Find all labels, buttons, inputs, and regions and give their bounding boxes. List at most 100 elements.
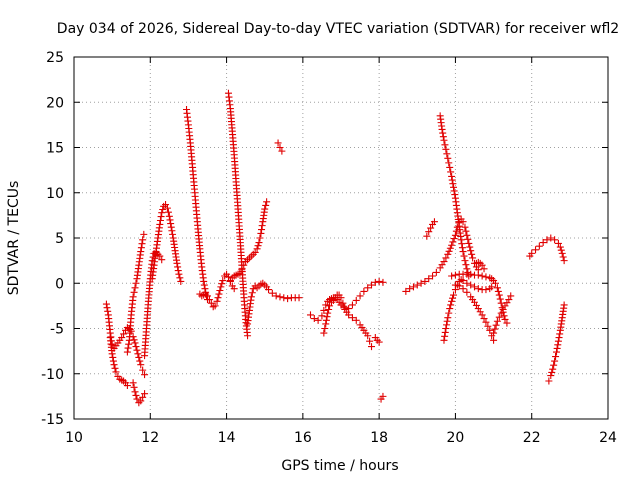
- data-point: [268, 289, 276, 297]
- data-point: [486, 326, 494, 334]
- data-point: [118, 334, 126, 342]
- data-point: [167, 223, 175, 231]
- y-tick-labels: -15 -10 -5 0 5 10 15 20 25: [41, 50, 64, 428]
- data-point: [449, 180, 457, 188]
- data-point: [337, 294, 345, 302]
- data-point: [360, 287, 368, 295]
- data-point: [137, 248, 145, 256]
- data-point: [200, 277, 208, 285]
- data-point: [120, 330, 128, 338]
- data-point: [556, 243, 564, 251]
- data-point: [238, 266, 246, 274]
- data-point: [256, 234, 264, 242]
- data-point: [207, 299, 215, 307]
- x-tick-label: 24: [599, 430, 617, 446]
- data-point: [432, 268, 440, 276]
- data-point: [132, 279, 140, 287]
- data-point: [448, 172, 456, 180]
- x-tick-label: 16: [294, 430, 312, 446]
- data-point: [440, 136, 448, 144]
- data-point: [103, 304, 111, 312]
- data-point: [547, 234, 555, 242]
- series-arc12: [274, 139, 286, 155]
- y-tick-label: -10: [41, 367, 64, 383]
- data-point: [474, 271, 482, 279]
- data-point: [321, 325, 329, 332]
- data-point: [551, 357, 559, 365]
- data-point: [352, 316, 360, 324]
- data-point: [560, 301, 568, 309]
- data-point: [204, 292, 211, 300]
- y-axis-label: SDTVAR / TECUs: [6, 181, 22, 296]
- data-point: [280, 294, 288, 302]
- data-point: [438, 125, 446, 133]
- data-point: [295, 294, 303, 302]
- data-point: [102, 300, 110, 308]
- data-point: [276, 144, 284, 151]
- data-point: [310, 315, 318, 323]
- data-point: [450, 183, 458, 191]
- data-point: [439, 133, 447, 141]
- data-point: [448, 272, 456, 280]
- data-point: [474, 285, 482, 293]
- data-point: [166, 216, 174, 224]
- data-point: [560, 257, 568, 265]
- series-arc4: [129, 379, 149, 407]
- series-arc9: [224, 89, 252, 340]
- chart-title: Day 034 of 2026, Sidereal Day-to-day VTE…: [57, 21, 619, 37]
- data-point: [136, 357, 144, 365]
- data-point: [109, 357, 117, 365]
- data-point: [459, 285, 467, 293]
- data-point: [471, 283, 478, 291]
- data-point: [141, 371, 149, 379]
- data-point: [157, 213, 165, 221]
- series-arc19: [423, 218, 438, 240]
- data-point: [124, 344, 132, 352]
- data-point: [549, 365, 557, 373]
- data-point: [219, 277, 227, 285]
- data-point: [244, 332, 252, 340]
- data-point: [552, 353, 560, 361]
- data-point: [402, 287, 410, 295]
- data-point: [505, 296, 513, 304]
- data-point: [159, 205, 167, 213]
- data-point: [139, 393, 147, 401]
- data-point: [134, 350, 142, 358]
- data-point: [168, 227, 176, 235]
- data-point: [450, 187, 458, 195]
- data-point: [356, 292, 364, 300]
- data-point: [138, 240, 146, 248]
- x-tick-label: 18: [370, 430, 388, 446]
- data-point: [450, 291, 458, 299]
- data-point: [528, 249, 536, 257]
- data-point: [478, 272, 486, 280]
- data-point: [211, 302, 219, 310]
- data-point: [272, 292, 280, 300]
- data-point: [205, 296, 213, 304]
- data-point: [444, 154, 452, 162]
- data-point: [507, 292, 515, 300]
- data-point: [466, 243, 474, 251]
- data-point: [278, 147, 286, 155]
- data-point: [131, 388, 139, 396]
- data-point: [133, 346, 141, 354]
- data-point: [430, 218, 438, 226]
- y-tick-label: 20: [46, 95, 64, 111]
- data-point: [366, 337, 374, 345]
- data-point: [123, 348, 131, 356]
- data-point: [495, 313, 503, 321]
- data-point: [417, 279, 425, 287]
- data-point: [480, 265, 488, 273]
- data-point: [484, 322, 492, 330]
- data-point: [258, 226, 266, 234]
- data-point: [501, 315, 509, 323]
- data-point: [139, 366, 147, 374]
- data-point: [375, 338, 383, 346]
- data-point: [156, 220, 164, 228]
- data-point: [379, 392, 387, 400]
- data-point: [110, 361, 118, 369]
- data-point: [406, 285, 414, 293]
- data-point: [459, 218, 467, 226]
- x-tick-label: 14: [218, 430, 236, 446]
